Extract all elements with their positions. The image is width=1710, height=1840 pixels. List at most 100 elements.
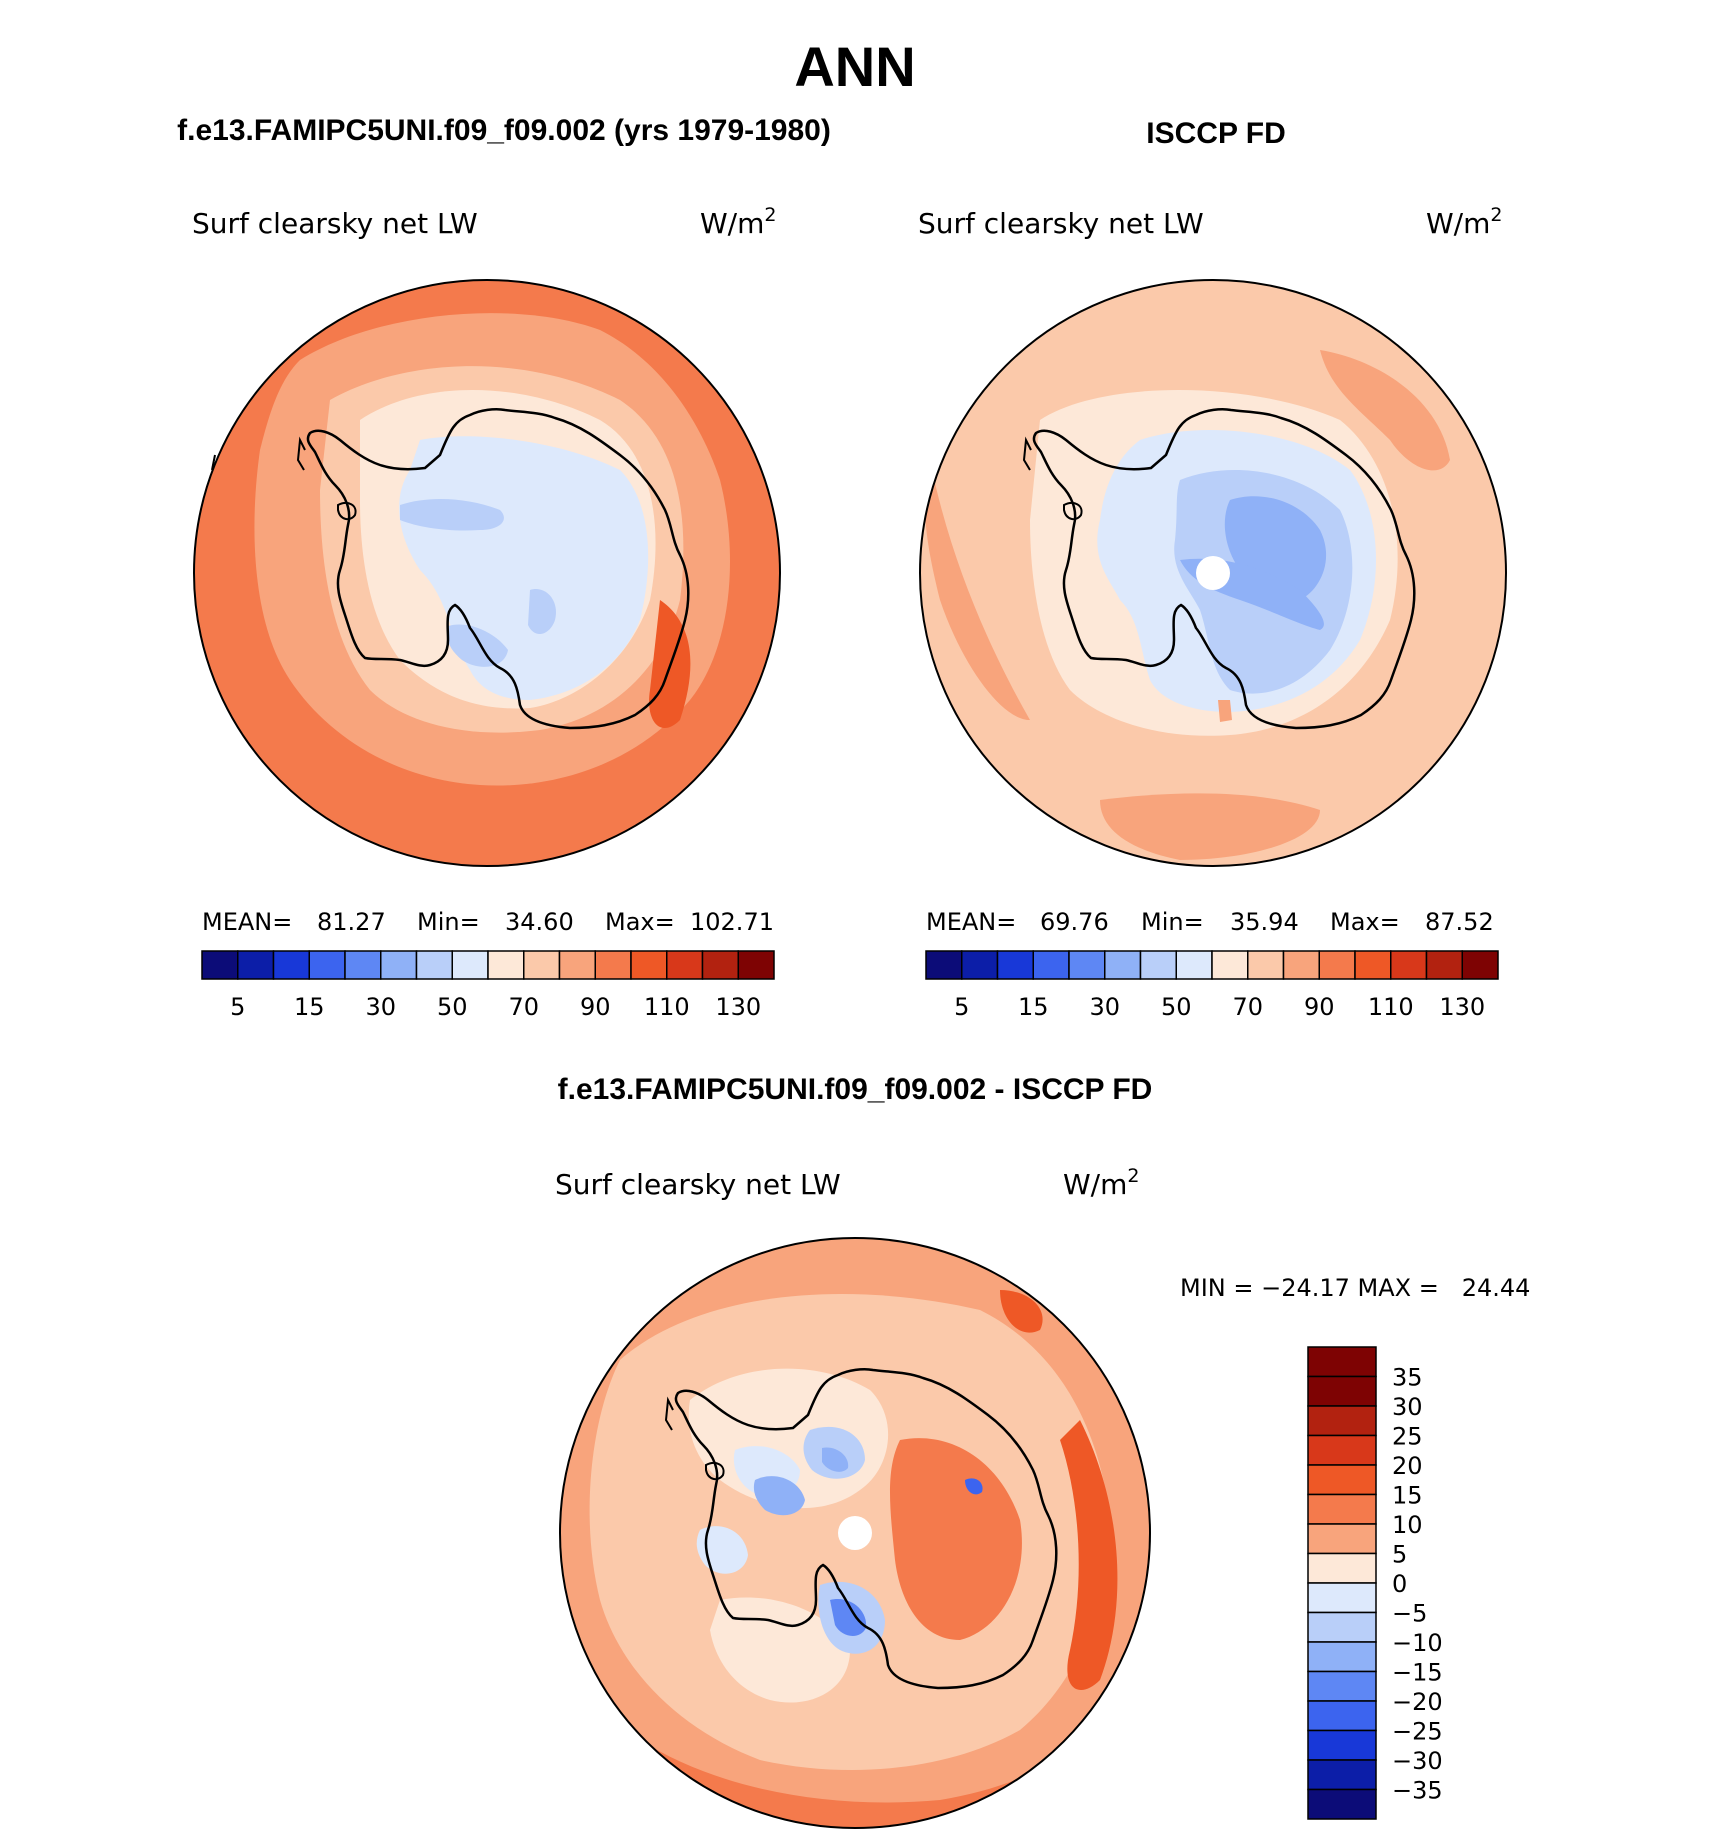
panel-1-colorbar-swatch — [201, 950, 239, 980]
panel-1-max-label: Max= — [605, 908, 675, 936]
diff-colorbar-swatch — [1307, 1464, 1377, 1496]
panel-1-colorbar-swatch — [487, 950, 525, 980]
panel-1-colorbar-swatch — [594, 950, 632, 980]
panel-2-colorbar-swatch — [1139, 950, 1177, 980]
panel-2-colorbar-swatch — [925, 950, 963, 980]
diff-colorbar-tick-label: 5 — [1392, 1541, 1407, 1569]
diff-colorbar-swatch — [1307, 1788, 1377, 1820]
diff-colorbar-tick-label: −15 — [1392, 1659, 1443, 1687]
panel-1-colorbar-swatch — [415, 950, 453, 980]
diff-colorbar-swatch — [1307, 1523, 1377, 1555]
panel-2-colorbar-swatch — [996, 950, 1034, 980]
panel-2-colorbar-swatch — [1211, 950, 1249, 980]
diff-colorbar-tick-label: 0 — [1392, 1570, 1407, 1598]
panel-1-units: W/m2 — [700, 204, 777, 240]
diff-colorbar-tick-label: 30 — [1392, 1393, 1423, 1421]
diff-colorbar-swatch — [1307, 1434, 1377, 1466]
map-1-antarctica-coastline — [306, 407, 690, 730]
panel-1-colorbar-swatch — [237, 950, 275, 980]
panel-1-colorbar-tick-label: 130 — [715, 993, 761, 1021]
panel-2-colorbar-swatch — [1032, 950, 1070, 980]
panel-1-max: 102.71 — [690, 908, 774, 936]
diff-panel-variable: Surf clearsky net LW — [555, 1168, 841, 1201]
panel-2-colorbar: 5 15 30 50 70 90 110 130 — [925, 950, 1499, 1021]
map-2-south-polar — [919, 279, 1507, 867]
diff-colorbar-tick-label: −10 — [1392, 1629, 1443, 1657]
panel-2-colorbar-tick-label: 90 — [1304, 993, 1335, 1021]
panel-2-max-label: Max= — [1330, 908, 1400, 936]
map-2-boundary — [919, 279, 1507, 867]
diff-colorbar-tick-label: −25 — [1392, 1718, 1443, 1746]
diff-colorbar-swatch — [1307, 1670, 1377, 1702]
panel-1-colorbar-tick-label: 5 — [230, 993, 245, 1021]
panel-2-colorbar-swatch — [1390, 950, 1428, 980]
panel-1-colorbar-tick-label: 30 — [365, 993, 396, 1021]
diff-colorbar-swatch — [1307, 1493, 1377, 1525]
diff-colorbar-tick-label: 10 — [1392, 1511, 1423, 1539]
diff-colorbar-swatch — [1307, 1700, 1377, 1732]
map-3-difference — [559, 1237, 1151, 1829]
panel-2-colorbar-swatch — [1247, 950, 1285, 980]
diff-colorbar-swatch — [1307, 1375, 1377, 1407]
diff-colorbar-tick-label: 25 — [1392, 1423, 1423, 1451]
panel-2-colorbar-tick-label: 110 — [1368, 993, 1414, 1021]
panel-2-colorbar-tick-label: 15 — [1018, 993, 1049, 1021]
panel-1-stats: MEAN= 81.27 Min= 34.60 Max= 102.71 — [202, 908, 774, 936]
panel-1-colorbar-swatch — [701, 950, 739, 980]
diff-colorbar-tick-label: −35 — [1392, 1777, 1443, 1805]
panel-1-variable: Surf clearsky net LW — [192, 207, 478, 240]
map-1-south-polar — [193, 279, 781, 867]
panel-1-colorbar-swatch — [558, 950, 596, 980]
panel-2-min: 35.94 — [1230, 908, 1299, 936]
diff-colorbar-tick-label: −30 — [1392, 1747, 1443, 1775]
panel-1-colorbar-swatch — [630, 950, 668, 980]
diff-colorbar-swatch — [1307, 1405, 1377, 1437]
panel-2-colorbar-swatch — [1425, 950, 1463, 980]
map-3-antarctica-coastline — [674, 1367, 1058, 1690]
panel-1-colorbar-swatch — [308, 950, 346, 980]
diff-colorbar-swatch — [1307, 1641, 1377, 1673]
diff-colorbar-swatch — [1307, 1759, 1377, 1791]
panel-2-colorbar-swatch — [1282, 950, 1320, 980]
panel-2-colorbar-swatch — [961, 950, 999, 980]
panel-2-title: ISCCP FD — [1146, 117, 1285, 150]
panel-1-min: 34.60 — [505, 908, 574, 936]
diff-colorbar-tick-label: 15 — [1392, 1482, 1423, 1510]
panel-2-min-label: Min= — [1141, 908, 1204, 936]
map-3-boundary — [559, 1237, 1151, 1829]
panel-1-min-label: Min= — [417, 908, 480, 936]
panel-1-title: f.e13.FAMIPC5UNI.f09_f09.002 (yrs 1979-1… — [177, 114, 831, 147]
panel-2-max: 87.52 — [1425, 908, 1494, 936]
panel-2-colorbar-swatch — [1318, 950, 1356, 980]
panel-1-colorbar-swatch — [451, 950, 489, 980]
panel-1-colorbar-tick-label: 90 — [580, 993, 611, 1021]
panel-2-colorbar-swatch — [1068, 950, 1106, 980]
panel-1-colorbar-swatch — [737, 950, 775, 980]
diff-colorbar-tick-label: 20 — [1392, 1452, 1423, 1480]
diff-colorbar-swatch — [1307, 1582, 1377, 1614]
diff-colorbar-tick-label: 35 — [1392, 1364, 1423, 1392]
map-2-antarctica-coastline — [1032, 407, 1416, 730]
panel-2-colorbar-tick-label: 30 — [1089, 993, 1120, 1021]
panel-2-colorbar-tick-label: 130 — [1439, 993, 1485, 1021]
panel-2-mean: 69.76 — [1040, 908, 1109, 936]
panel-2-stats: MEAN= 69.76 Min= 35.94 Max= 87.52 — [926, 908, 1494, 936]
panel-2-colorbar-swatch — [1175, 950, 1213, 980]
panel-1-colorbar: 5 15 30 50 70 90 110 130 — [201, 950, 775, 1021]
diff-colorbar-swatch — [1307, 1552, 1377, 1584]
diff-colorbar-swatch — [1307, 1729, 1377, 1761]
panel-1-colorbar-swatch — [272, 950, 310, 980]
map-1-boundary — [193, 279, 781, 867]
diff-panel-title: f.e13.FAMIPC5UNI.f09_f09.002 - ISCCP FD — [558, 1073, 1153, 1106]
panel-2-colorbar-swatch — [1354, 950, 1392, 980]
diff-colorbar-swatch — [1307, 1346, 1377, 1378]
panel-1-colorbar-tick-label: 110 — [644, 993, 690, 1021]
diff-colorbar-swatch — [1307, 1611, 1377, 1643]
panel-1-colorbar-swatch — [344, 950, 382, 980]
panel-1-colorbar-swatch — [380, 950, 418, 980]
panel-1-colorbar-tick-label: 50 — [437, 993, 468, 1021]
diff-minmax: MIN = −24.17 MAX = 24.44 — [1180, 1274, 1530, 1302]
diff-panel-units: W/m2 — [1063, 1165, 1140, 1201]
